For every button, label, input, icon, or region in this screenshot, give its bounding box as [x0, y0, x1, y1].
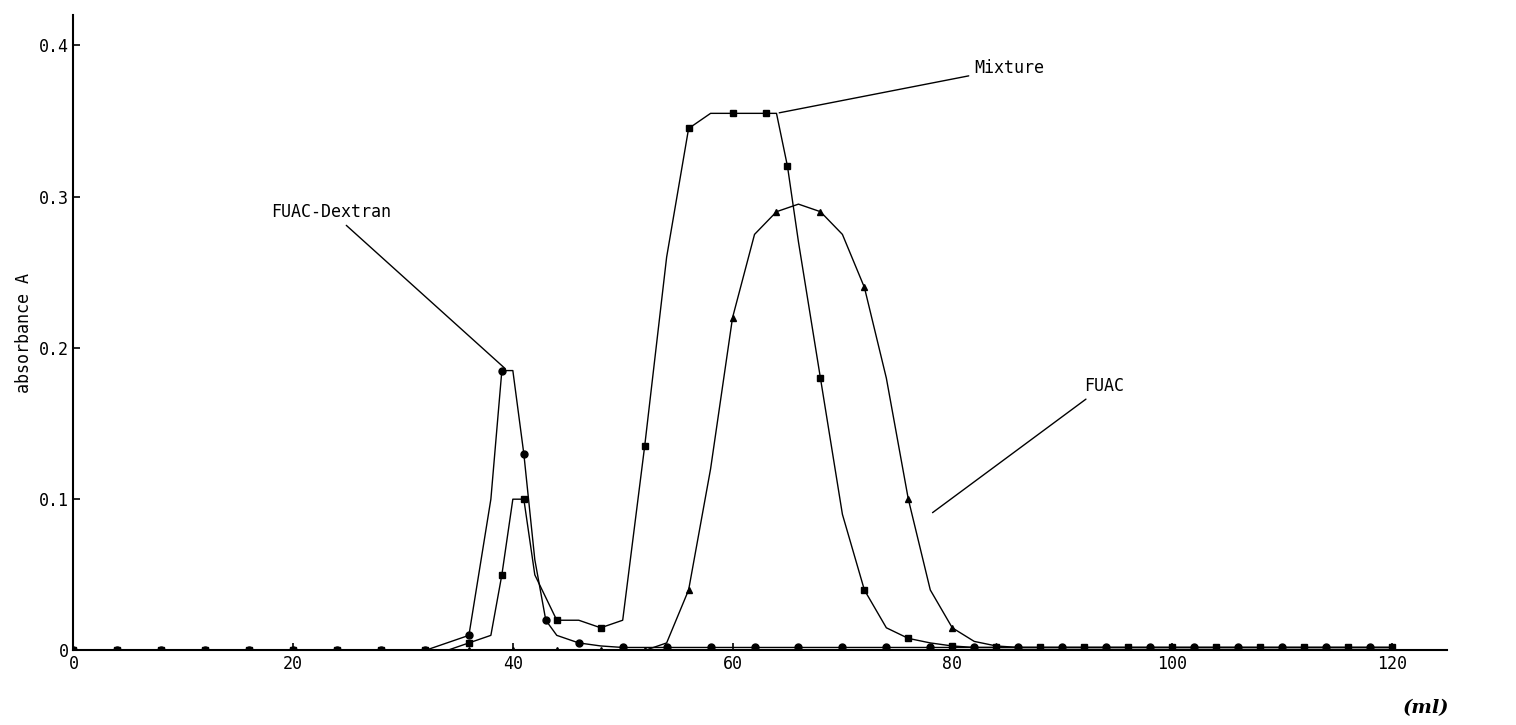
Text: (ml): (ml): [1402, 699, 1449, 717]
Text: FUAC: FUAC: [932, 377, 1123, 513]
Text: Mixture: Mixture: [779, 59, 1045, 113]
Y-axis label: absorbance A: absorbance A: [15, 273, 33, 393]
Text: FUAC-Dextran: FUAC-Dextran: [271, 203, 505, 369]
